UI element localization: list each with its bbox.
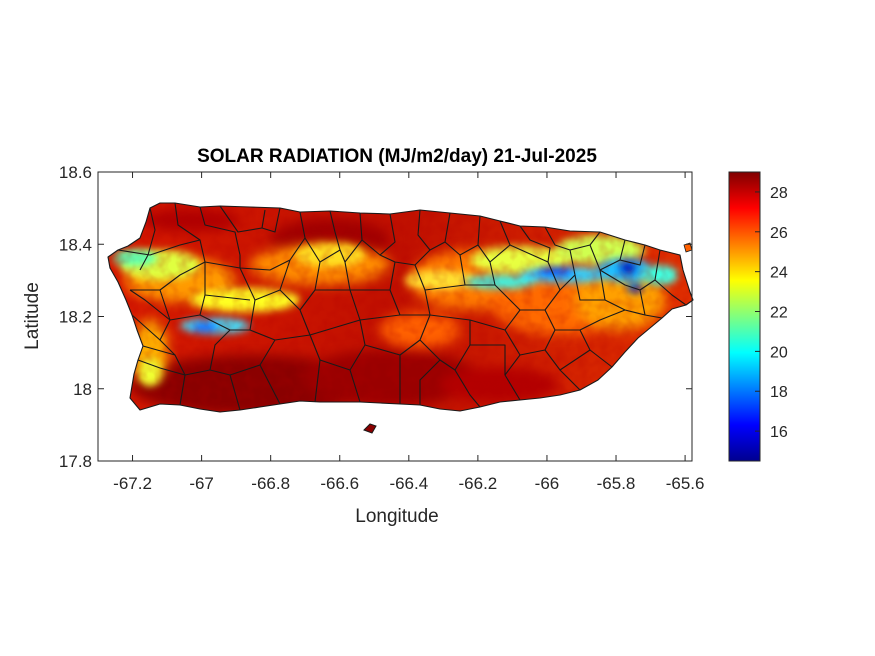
colorbar-tick-label: 28	[770, 185, 788, 202]
x-tick-label: -66.8	[251, 474, 290, 493]
x-tick-label: -65.6	[666, 474, 705, 493]
y-tick-label: 18	[73, 380, 92, 399]
y-tick-label: 18.2	[59, 308, 92, 327]
colorbar-tick-label: 24	[770, 265, 788, 282]
x-tick-label: -66.4	[389, 474, 428, 493]
y-tick-label: 18.6	[59, 163, 92, 182]
x-tick-label: -67.2	[113, 474, 152, 493]
y-tick-label: 18.4	[59, 235, 92, 254]
y-axis-ticks: 17.8 18 18.2 18.4 18.6	[59, 163, 692, 471]
x-tick-label: -65.8	[597, 474, 636, 493]
x-tick-label: -66.6	[320, 474, 359, 493]
caja-de-muertos-island	[363, 423, 377, 434]
colorbar-tick-label: 16	[770, 424, 788, 441]
x-tick-label: -67	[189, 474, 214, 493]
colorbar-tick-label: 22	[770, 305, 788, 322]
municipality-boundaries	[107, 202, 694, 413]
x-axis-label: Longitude	[355, 506, 438, 527]
colorbar-ticks: 16 18 20 22 24 26 28	[755, 185, 788, 441]
x-axis-ticks: -67.2 -67 -66.8 -66.6 -66.4 -66.2 -66 -65.8 -65.…	[113, 172, 704, 493]
colorbar-tick-label: 18	[770, 384, 788, 401]
colorbar	[728, 171, 761, 462]
y-tick-label: 17.8	[59, 452, 92, 471]
y-axis-label: Latitude	[22, 282, 43, 350]
map-title: SOLAR RADIATION (MJ/m2/day) 21-Jul-2025	[197, 146, 597, 167]
colorbar-tick-label: 26	[770, 225, 788, 242]
colorbar-tick-label: 20	[770, 344, 788, 361]
x-tick-label: -66.2	[459, 474, 498, 493]
x-tick-label: -66	[535, 474, 560, 493]
